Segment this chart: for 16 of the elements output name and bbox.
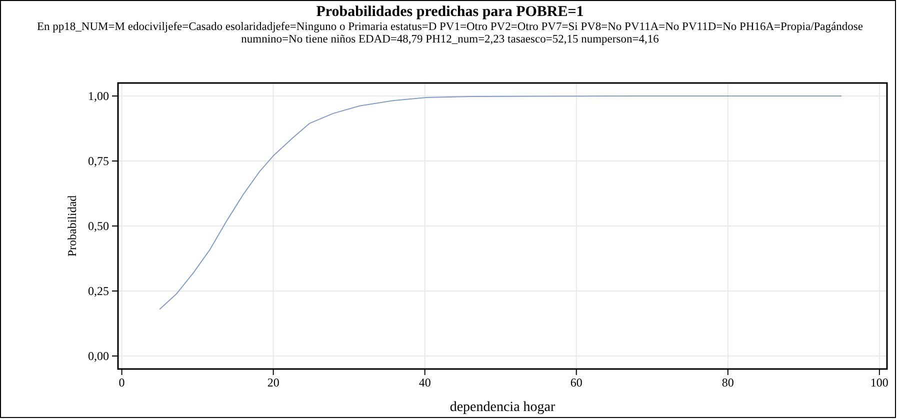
chart-subtitle: En pp18_NUM=M edociviljefe=Casado esolaridadjefe=Ninguno o Primaria estatus=D PV1=Otro PV2=Otro PV7=Si PV8=No PV11A=No PV11D=No PH16A=Propia/Pagándose numnino=No tiene niños EDAD=48,79 PH12_num=2,23 tasaesco=52,15 numperson=4,16: [37, 21, 863, 46]
x-tick-label: 80: [722, 376, 734, 390]
x-tick-label: 60: [570, 376, 582, 390]
chart-title: Probabilidades predichas para POBRE=1: [316, 4, 584, 20]
line-series: [159, 96, 842, 310]
y-tick-label: 0,25: [88, 284, 109, 298]
x-axis-title: dependencia hogar: [450, 400, 556, 415]
y-tick-label: 0,50: [88, 218, 109, 233]
x-tick-label: 100: [870, 376, 888, 390]
y-tick-label: 1,00: [88, 88, 109, 103]
y-tick-label: 0,75: [88, 154, 109, 168]
x-tick-label: 0: [118, 376, 125, 390]
y-axis-title: Probabilidad: [65, 195, 79, 257]
y-tick-label: 0,00: [88, 348, 109, 363]
x-tick-label: 40: [418, 376, 431, 390]
x-tick-label: 20: [267, 376, 280, 390]
